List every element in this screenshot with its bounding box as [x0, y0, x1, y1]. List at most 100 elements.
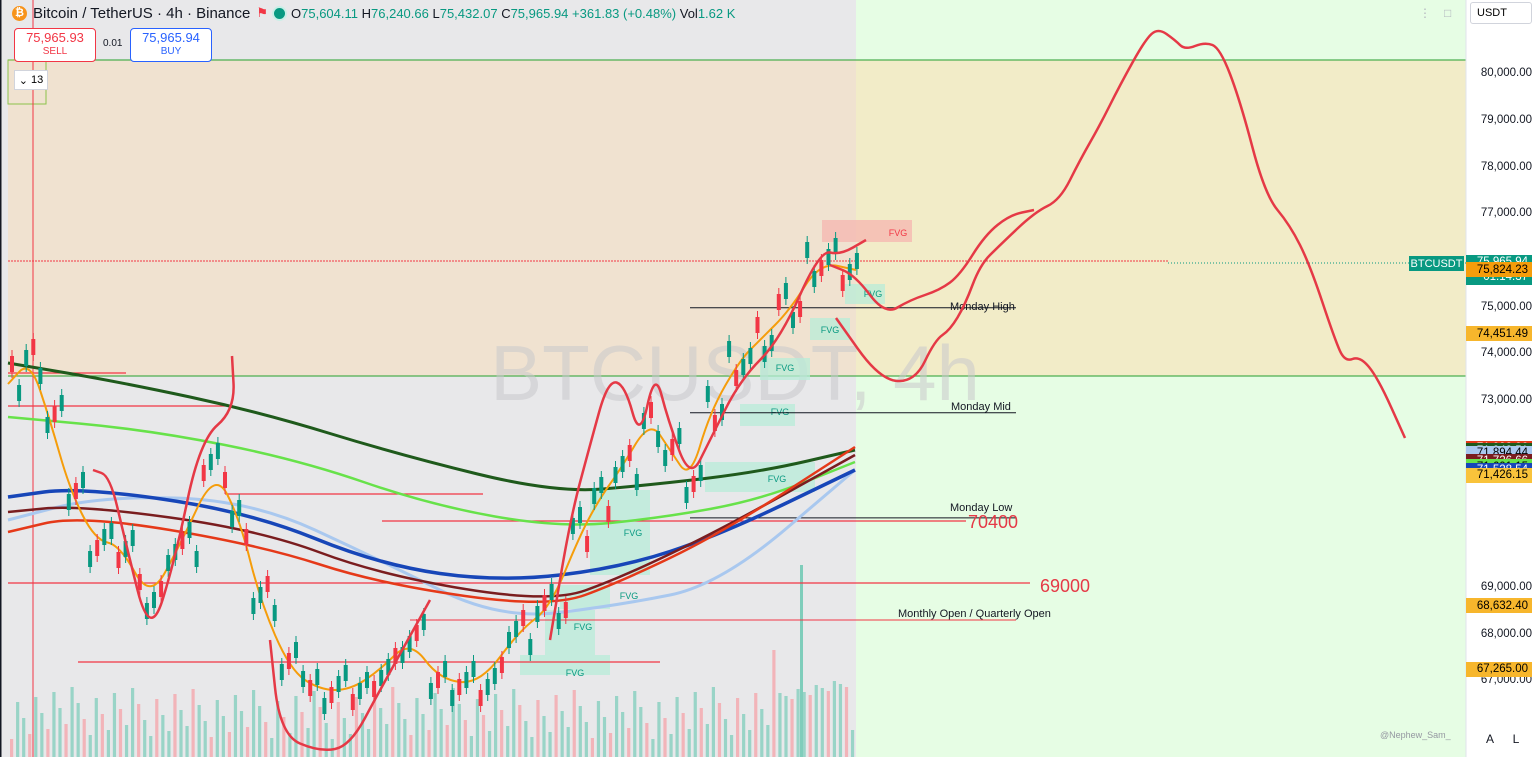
volume-bar	[481, 715, 486, 757]
candle-body	[634, 474, 639, 490]
candle-body	[272, 605, 277, 621]
candle-body	[478, 690, 483, 706]
candle-body	[315, 669, 320, 685]
buy-label: BUY	[160, 46, 182, 57]
volume-bar	[409, 735, 413, 757]
candle-body	[499, 657, 504, 673]
volume-bar	[651, 739, 655, 757]
volume-bar	[463, 720, 467, 757]
candle-body	[705, 386, 710, 402]
price-axis-tick: 80,000.00	[1480, 67, 1532, 80]
volume-bar	[669, 734, 673, 757]
volume-bar	[439, 709, 443, 757]
drawn-trend-line	[268, 599, 432, 752]
volume-bar	[427, 730, 431, 757]
candle-body	[10, 356, 14, 372]
candle-body	[400, 647, 405, 663]
volume-value: 1.62 K	[697, 5, 736, 21]
volume-bar	[494, 694, 498, 757]
currency-select[interactable]: USDT	[1470, 2, 1532, 24]
candle-body	[819, 260, 824, 276]
indicators-toggle[interactable]: ⌄ 13	[14, 70, 48, 90]
candle-body	[258, 587, 263, 603]
ohlc-readout: O75,604.11 H76,240.66 L75,432.07 C75,965…	[291, 5, 736, 21]
symbol-title[interactable]: Bitcoin / TetherUS · 4h · Binance	[33, 4, 251, 22]
volume-bar	[621, 712, 625, 757]
volume-bar	[124, 725, 129, 757]
candle-body	[407, 636, 412, 652]
candle-body	[791, 312, 795, 328]
candle-body	[180, 533, 185, 549]
candle-body	[73, 483, 78, 499]
candle-body	[421, 614, 426, 630]
candle-body	[833, 238, 838, 254]
drawn-trend-line	[548, 238, 867, 641]
candle-body	[443, 661, 448, 677]
price-axis-tick: 67,000.00	[1480, 674, 1532, 687]
chevron-down-icon: ⌄	[18, 74, 28, 87]
volume-bar	[596, 701, 601, 757]
volume-bar	[143, 720, 147, 757]
candle-body	[223, 472, 227, 488]
volume-bar	[173, 694, 177, 757]
auto-scale-button[interactable]: A	[1485, 732, 1494, 746]
candle-body	[379, 670, 384, 686]
candle-body	[847, 264, 852, 280]
candle-body	[798, 301, 803, 317]
candle-body	[279, 664, 284, 680]
log-scale-button[interactable]: L	[1512, 732, 1520, 746]
projection-path-alt	[829, 208, 1035, 311]
volume-bar	[451, 688, 455, 757]
volume-bar	[155, 699, 159, 757]
volume-bar	[723, 719, 728, 757]
more-icon[interactable]: ⋮	[1419, 6, 1431, 20]
high-value: 76,240.66	[371, 5, 429, 21]
candle-body	[450, 690, 455, 706]
candle-body	[308, 680, 313, 696]
candle-body	[372, 681, 377, 697]
buy-button[interactable]: 75,965.94 BUY	[130, 28, 212, 62]
volume-bar	[433, 693, 437, 757]
volume-bar	[663, 718, 667, 757]
indicator-price-label: 67,265.00	[1466, 661, 1532, 677]
candle-body	[265, 576, 270, 592]
candle-body	[123, 541, 128, 557]
volume-bar	[324, 723, 328, 757]
indicator-price-label: 75,824.23	[1466, 262, 1532, 278]
candle-body	[201, 465, 206, 481]
fvg-box	[740, 404, 795, 426]
volume-bar	[548, 732, 552, 757]
volume-bar	[28, 734, 32, 757]
candle-body	[237, 500, 242, 516]
fvg-box	[822, 220, 912, 242]
flag-icon[interactable]: ⚑	[256, 5, 268, 20]
volume-bar	[88, 735, 92, 757]
ema-200-line	[7, 361, 856, 492]
volume-bar	[112, 693, 117, 757]
volume-bar	[46, 729, 50, 757]
candle-body	[109, 523, 114, 539]
candle-body	[215, 443, 220, 459]
maximize-icon[interactable]: □	[1444, 6, 1452, 20]
ema-21-line	[7, 445, 856, 603]
fvg-label: FVG	[821, 325, 840, 335]
volume-bar	[16, 702, 20, 757]
volume-bar	[64, 724, 68, 757]
volume-bar	[288, 733, 292, 757]
volume-bar	[675, 697, 679, 757]
volume-bar	[391, 687, 395, 757]
candle-body	[95, 540, 100, 556]
price-axis-tick: 75,000.00	[1480, 300, 1532, 313]
volume-bar	[608, 733, 613, 757]
candle-body	[294, 642, 298, 658]
market-status-icon	[274, 7, 285, 19]
candle-body	[691, 476, 696, 492]
candle-body	[31, 339, 36, 355]
candle-body	[606, 506, 611, 522]
candle-body	[187, 522, 192, 538]
volume-bar	[318, 707, 322, 757]
candle-body	[116, 552, 121, 568]
sell-button[interactable]: 75,965.93 SELL	[14, 28, 96, 62]
